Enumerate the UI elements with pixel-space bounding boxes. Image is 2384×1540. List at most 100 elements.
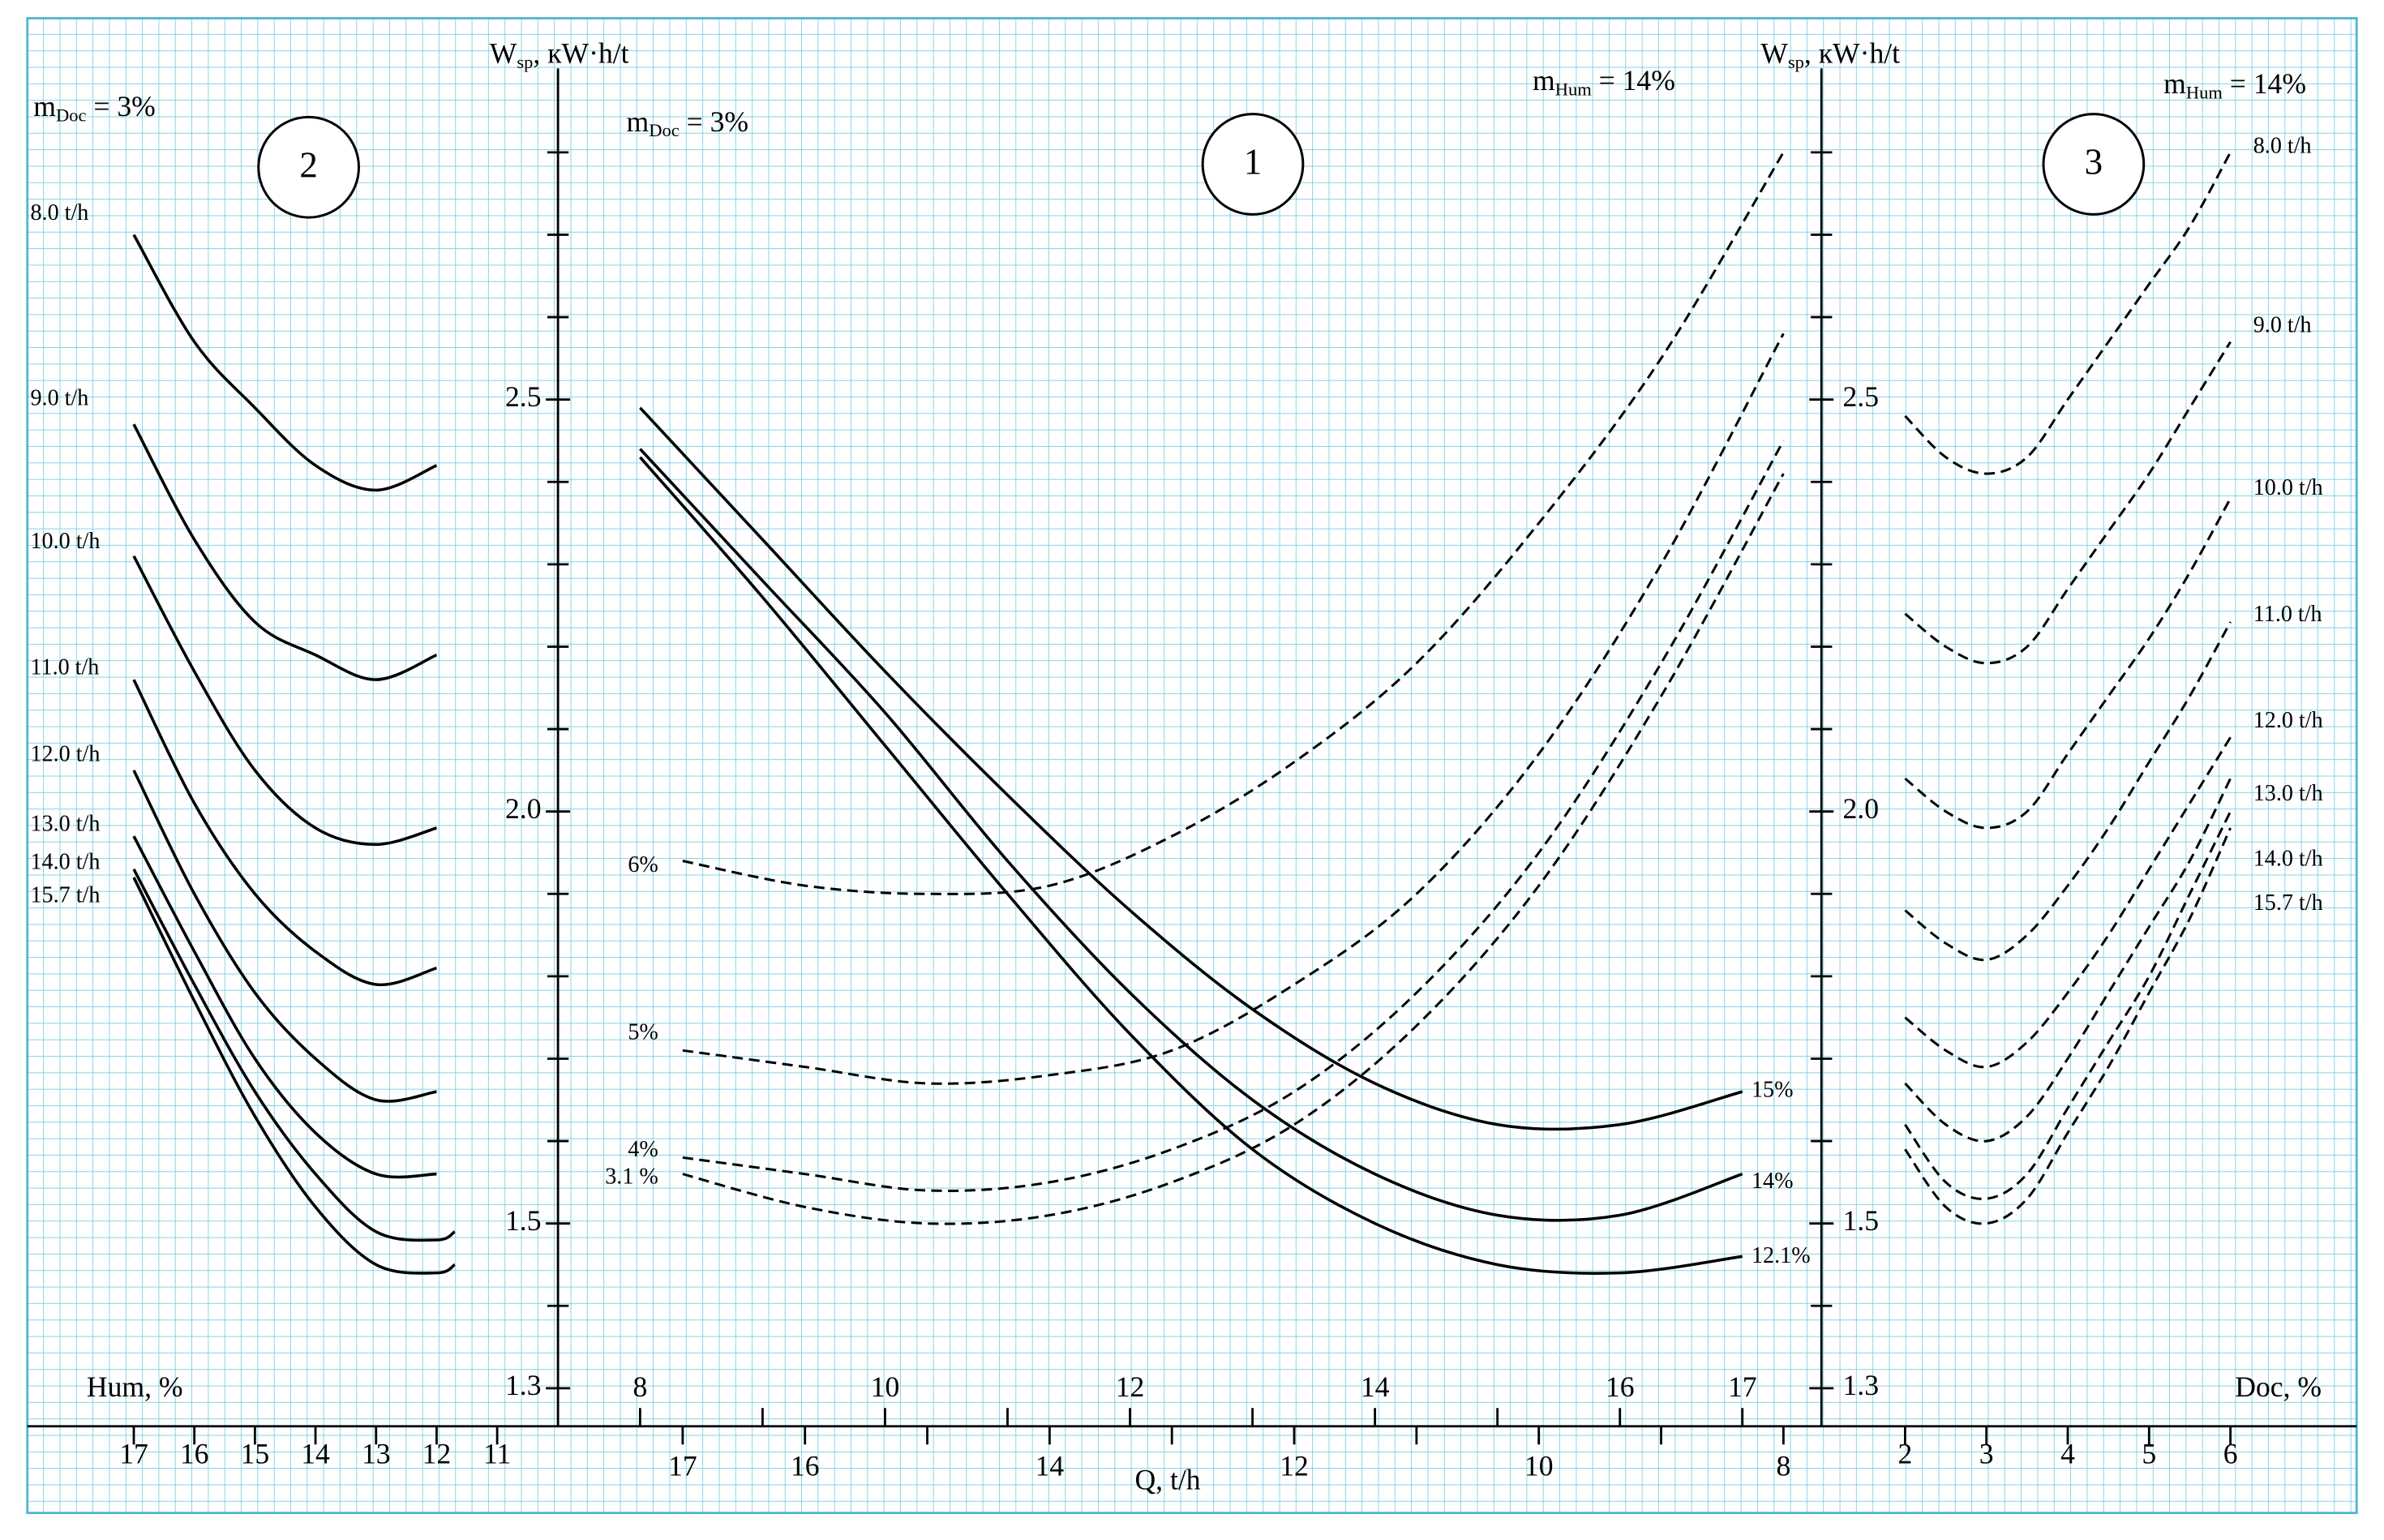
panel-label: 2 — [299, 144, 318, 185]
x-axis-label: Doc, % — [2235, 1371, 2322, 1403]
x2-tick-label: 10 — [1524, 1449, 1554, 1482]
x-tick-label: 10 — [871, 1371, 900, 1403]
curve-label: 10.0 t/h — [31, 529, 101, 554]
curve — [639, 456, 1743, 1275]
x2-tick-label: 17 — [668, 1449, 697, 1482]
x-tick-label: 11 — [483, 1437, 511, 1469]
curve-label: 12.0 t/h — [2253, 708, 2323, 733]
panel-circle — [1201, 113, 1305, 216]
annotation-sub: Hum — [2186, 82, 2223, 102]
annotation-rest: = 14% — [1592, 64, 1675, 97]
graph-paper — [26, 17, 2358, 1515]
curve-label: 13.0 t/h — [2253, 781, 2323, 806]
curve — [132, 555, 437, 847]
x-tick-label: 3 — [1979, 1437, 1994, 1469]
curve — [682, 473, 1785, 1225]
x-tick-label: 12 — [422, 1437, 452, 1469]
curve-label: 9.0 t/h — [31, 386, 89, 411]
y-tick-label: 1.3 — [505, 1369, 542, 1401]
y-tick-label: 2.0 — [505, 792, 542, 825]
curve — [132, 835, 437, 1179]
curve — [132, 423, 438, 681]
x-tick-label: 5 — [2142, 1437, 2156, 1469]
x-tick-label: 6 — [2223, 1437, 2238, 1469]
curve — [1904, 497, 2232, 830]
x-tick-label: 14 — [1361, 1371, 1390, 1403]
annotation-sub: Doc — [56, 105, 87, 126]
curve-label: 8.0 t/h — [31, 200, 89, 225]
panel-label: 3 — [2085, 142, 2103, 182]
curve-label: 15.7 t/h — [2253, 890, 2323, 916]
annotation-base: m — [2163, 67, 2186, 100]
curve — [1904, 341, 2232, 665]
curve-label: 3.1 % — [605, 1165, 658, 1190]
curve-label: 11.0 t/h — [31, 654, 100, 680]
x-tick-label: 13 — [362, 1437, 391, 1469]
curve-label: 15.7 t/h — [31, 883, 101, 908]
curve — [682, 440, 1785, 1192]
curve-label: 10.0 t/h — [2253, 475, 2323, 500]
curve-label: 14.0 t/h — [31, 849, 101, 874]
y-axis-label-rest: , кW·h/t — [1804, 37, 1900, 70]
curve — [132, 770, 437, 1103]
x2-tick-label: 8 — [1776, 1449, 1790, 1482]
panel-circle — [257, 115, 360, 219]
annotation: mDoc = 3% — [33, 90, 156, 125]
curve-label: 4% — [628, 1137, 658, 1162]
curve — [132, 877, 456, 1275]
curve — [1904, 811, 2232, 1200]
x-tick-label: 16 — [180, 1437, 209, 1469]
x-tick-label: 14 — [301, 1437, 330, 1469]
y-axis-label-base: W — [1760, 37, 1788, 70]
annotation-rest: = 3% — [680, 105, 748, 138]
curve-label: 11.0 t/h — [2253, 602, 2322, 627]
y-tick-label: 2.5 — [505, 380, 542, 413]
curve-label: 14% — [1752, 1169, 1794, 1194]
curve — [1904, 778, 2232, 1143]
curve-label: 9.0 t/h — [2253, 313, 2312, 338]
annotation-sub: Hum — [1555, 79, 1592, 100]
x2-axis-label: Q, t/h — [1134, 1463, 1200, 1495]
x-tick-label: 2 — [1897, 1437, 1912, 1469]
curve — [682, 332, 1785, 1085]
curve — [1904, 621, 2232, 962]
curve-label: 15% — [1752, 1078, 1794, 1103]
x-axis-label: Hum, % — [87, 1371, 183, 1403]
curve — [1904, 152, 2232, 475]
curve — [682, 152, 1785, 895]
curve — [1904, 736, 2232, 1069]
x-tick-label: 8 — [632, 1371, 647, 1403]
panel-label: 1 — [1244, 142, 1263, 182]
panel-circle — [2042, 113, 2146, 216]
annotation-base: m — [1533, 64, 1555, 97]
annotation: mHum = 14% — [1533, 64, 1675, 99]
x-tick-label: 17 — [1728, 1371, 1757, 1403]
y-axis-label-sub: sp — [517, 52, 533, 72]
curve — [639, 448, 1743, 1222]
x2-tick-label: 14 — [1035, 1449, 1065, 1482]
x-tick-label: 12 — [1116, 1371, 1145, 1403]
curve-label: 5% — [628, 1019, 658, 1045]
curve — [132, 234, 438, 492]
y-axis-label-base: W — [490, 37, 517, 70]
curve-label: 13.0 t/h — [31, 812, 101, 837]
curve-label: 12.0 t/h — [31, 741, 101, 766]
x-tick-label: 16 — [1606, 1371, 1635, 1403]
annotation-sub: Doc — [649, 120, 680, 140]
curve-label: 8.0 t/h — [2253, 133, 2312, 158]
x2-tick-label: 12 — [1280, 1449, 1309, 1482]
curve — [132, 679, 437, 987]
x-tick-label: 15 — [241, 1437, 270, 1469]
curve — [132, 868, 456, 1242]
annotation: mDoc = 3% — [627, 105, 749, 140]
y-tick-label: 2.0 — [1843, 792, 1880, 825]
y-tick-label: 1.3 — [1843, 1369, 1880, 1401]
curve-label: 12.1% — [1752, 1243, 1811, 1268]
annotation-rest: = 3% — [86, 90, 155, 122]
curve-label: 6% — [628, 852, 658, 877]
annotation-rest: = 14% — [2223, 67, 2306, 100]
y-tick-label: 1.5 — [1843, 1204, 1880, 1237]
y-axis-label: Wsp, кW·h/t — [1760, 37, 1900, 72]
annotation: mHum = 14% — [2163, 67, 2306, 102]
